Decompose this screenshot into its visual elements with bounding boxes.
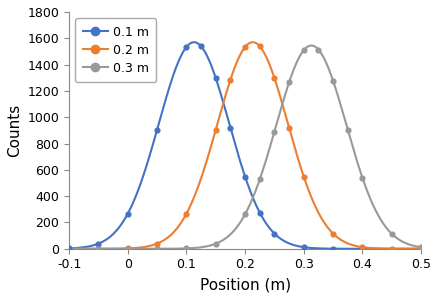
Point [66,246,73,251]
Point [271,129,278,134]
Point [212,76,219,80]
Point [154,241,161,246]
Point [124,246,131,251]
Point [417,245,424,250]
X-axis label: Position (m): Position (m) [200,277,291,292]
Point [212,241,219,246]
Point [95,246,102,251]
Point [329,231,336,236]
Point [271,76,278,80]
Point [300,174,307,179]
Point [124,211,131,216]
Point [256,177,263,182]
Point [286,125,293,130]
Y-axis label: Counts: Counts [7,104,22,157]
Point [256,210,263,215]
Point [183,211,190,216]
Point [227,77,234,82]
Point [286,80,293,85]
Point [344,127,351,132]
Point [212,127,219,132]
Point [388,231,395,236]
Point [242,212,249,217]
Point [242,174,249,179]
Point [227,125,234,130]
Point [256,44,263,49]
Point [183,246,190,251]
Point [95,246,102,251]
Point [359,246,366,251]
Point [329,78,336,83]
Point [183,45,190,49]
Point [300,48,307,53]
Point [154,127,161,132]
Point [359,175,366,180]
Legend: 0.1 m, 0.2 m, 0.3 m: 0.1 m, 0.2 m, 0.3 m [75,18,156,82]
Point [95,241,102,246]
Point [388,246,395,251]
Point [198,44,205,49]
Point [315,47,322,52]
Point [271,231,278,236]
Point [124,246,131,251]
Point [359,245,366,250]
Point [329,246,336,251]
Point [300,245,307,250]
Point [154,246,161,251]
Point [242,45,249,49]
